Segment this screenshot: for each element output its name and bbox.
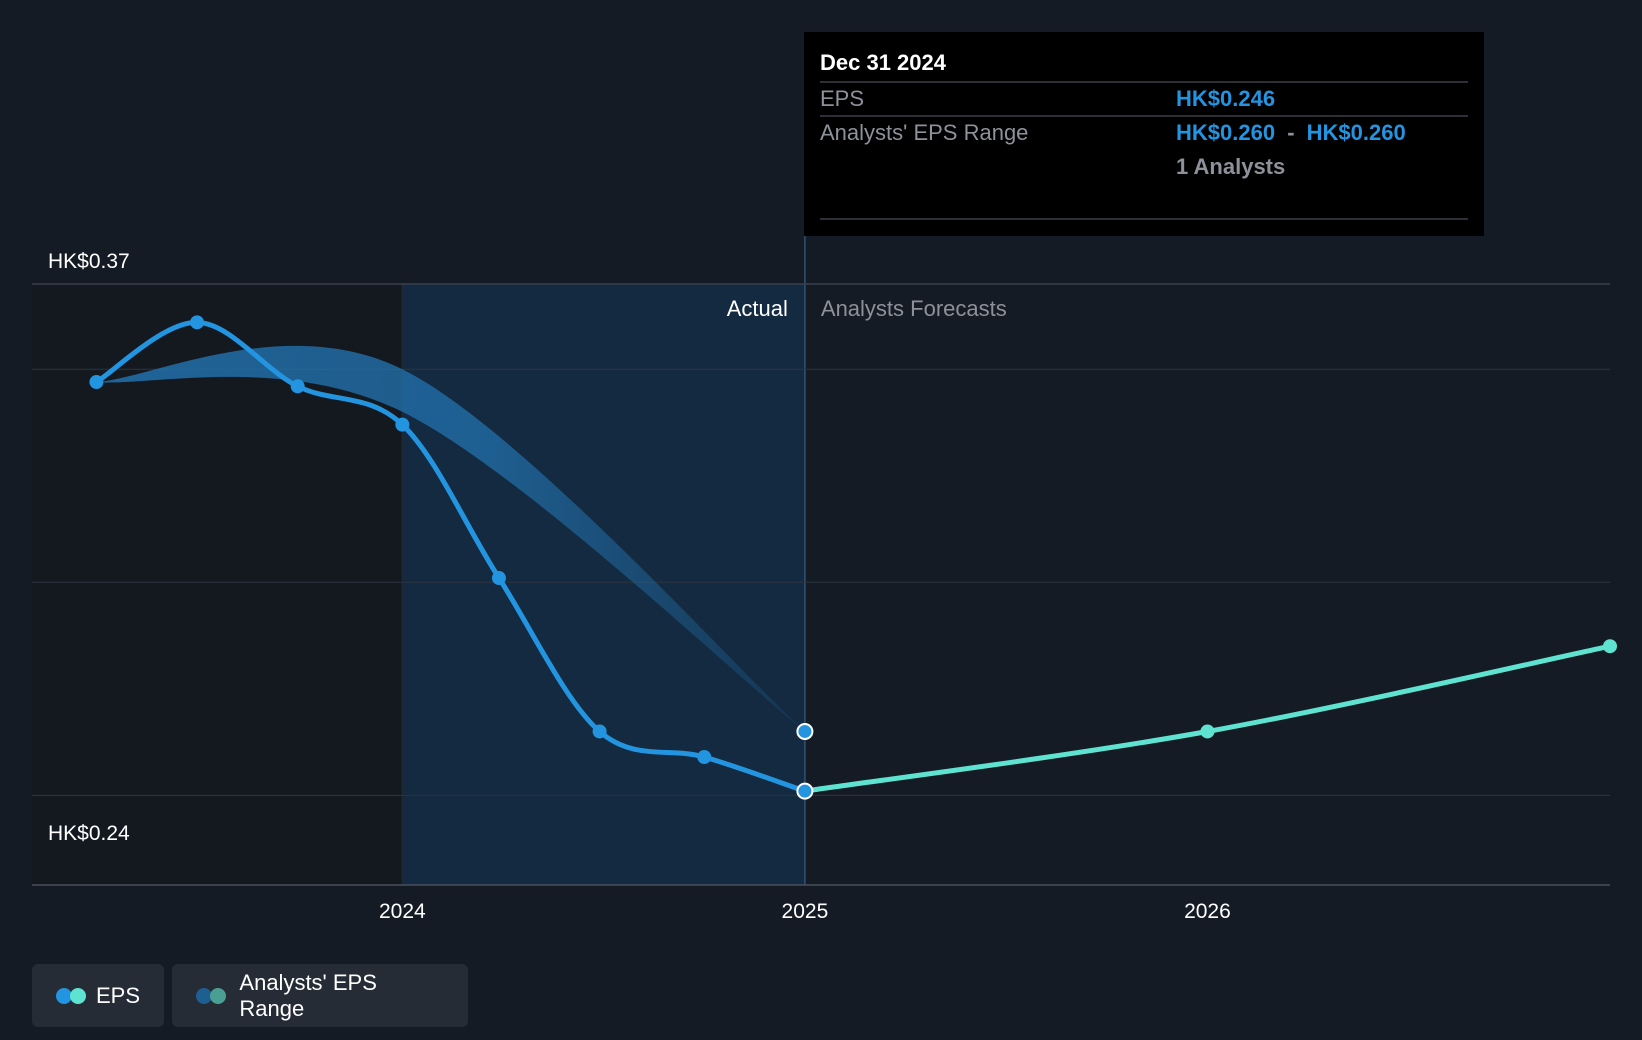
tooltip-range-value: HK$0.260 - HK$0.260 bbox=[1176, 120, 1406, 145]
eps-actual-point bbox=[89, 375, 104, 390]
y-tick-label: HK$0.24 bbox=[48, 822, 130, 845]
highlighted-point bbox=[796, 782, 814, 800]
actual-region-shade bbox=[402, 284, 805, 885]
eps-forecast-line bbox=[802, 643, 1613, 794]
x-tick-label: 2024 bbox=[379, 900, 426, 923]
eps-actual-point bbox=[190, 315, 205, 330]
eps-legend-icon bbox=[56, 987, 86, 1004]
tooltip-range-high: HK$0.260 bbox=[1307, 120, 1406, 145]
legend-eps-label: EPS bbox=[95, 982, 140, 1008]
forecast-section-label: Analysts Forecasts bbox=[821, 296, 1007, 321]
tooltip-range-low: HK$0.260 bbox=[1176, 120, 1275, 145]
tooltip-background bbox=[804, 32, 1484, 236]
eps-range-band bbox=[96, 345, 805, 732]
eps-actual-point bbox=[697, 750, 712, 765]
eps-actual-line bbox=[93, 319, 808, 794]
x-tick-label: 2025 bbox=[782, 900, 829, 923]
tooltip: Dec 31 2024 EPS HK$0.246 Analysts' EPS R… bbox=[804, 32, 1484, 236]
eps-range-legend-icon bbox=[196, 987, 227, 1004]
legend-range-label: Analysts' EPS Range bbox=[239, 969, 377, 1021]
tooltip-eps-value: HK$0.246 bbox=[1176, 86, 1275, 111]
eps-forecast-point bbox=[1603, 639, 1617, 654]
highlighted-point bbox=[796, 722, 814, 740]
tooltip-date: Dec 31 2024 bbox=[820, 50, 947, 75]
eps-actual-point bbox=[290, 379, 305, 394]
tooltip-analysts: 1 Analysts bbox=[1176, 154, 1285, 179]
legend-eps-button[interactable]: EPS bbox=[32, 964, 164, 1027]
legend-eps-range-button[interactable]: Analysts' EPS Range bbox=[172, 964, 468, 1027]
y-tick-label: HK$0.37 bbox=[48, 250, 130, 273]
eps-actual-point bbox=[592, 724, 607, 739]
tooltip-eps-label: EPS bbox=[820, 86, 864, 111]
tooltip-range-separator: - bbox=[1287, 120, 1294, 145]
x-tick-label: 2026 bbox=[1184, 900, 1231, 923]
eps-forecast-point bbox=[1200, 724, 1215, 739]
eps-actual-point bbox=[491, 571, 506, 586]
eps-actual-point bbox=[395, 417, 410, 432]
actual-section-label: Actual bbox=[727, 296, 788, 321]
tooltip-range-label: Analysts' EPS Range bbox=[820, 120, 1028, 145]
